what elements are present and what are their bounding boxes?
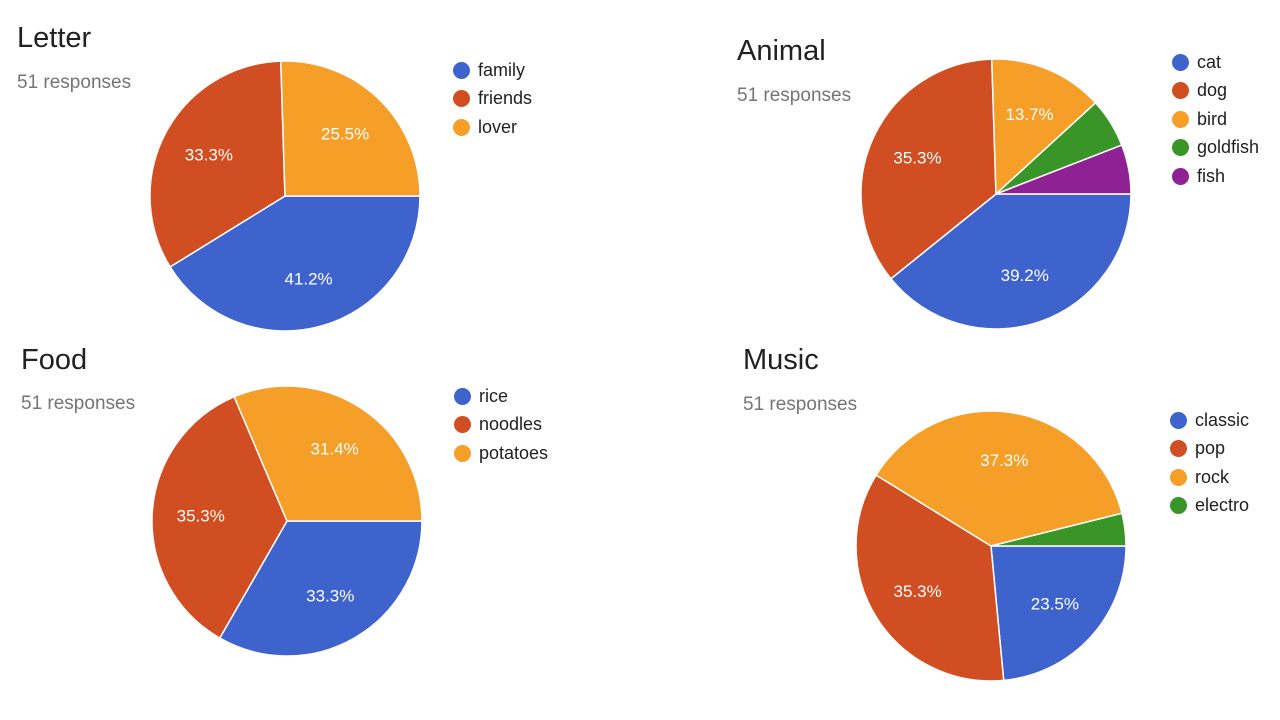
legend-swatch [1170,468,1187,486]
slice-label-lover: 25.5% [321,124,369,143]
chart-title: Food [21,344,88,376]
legend-swatch [1172,167,1189,185]
chart-legend: rice noodles potatoes [454,382,548,468]
pie-slice-dog [860,58,997,280]
legend-item-pop: pop [1170,435,1249,464]
legend-item-goldfish: goldfish [1172,134,1259,163]
legend-swatch [453,61,470,79]
pie-slice-family [169,195,421,332]
pie-slice-rock [875,410,1123,547]
legend-label: goldfish [1197,137,1260,158]
slice-label-bird: 13.7% [1005,105,1053,124]
legend-swatch [454,387,471,405]
pie-slice-potatoes [233,385,423,522]
legend-item-noodles: noodles [454,411,548,440]
legend-swatch [1170,411,1187,429]
legend-label: potatoes [479,442,549,463]
legend-swatch [1170,497,1187,515]
legend-item-lover: lover [453,113,532,142]
legend-label: family [478,59,526,80]
legend-item-fish: fish [1172,162,1259,191]
slice-label-potatoes: 31.4% [311,439,359,458]
legend-swatch [1172,53,1189,71]
legend-label: cat [1197,51,1222,72]
response-count: 51 responses [743,394,858,415]
legend-label: rice [479,385,509,406]
legend-item-cat: cat [1172,48,1259,77]
legend-label: bird [1197,108,1228,129]
pie-chart: 23.5% 35.3% 37.3% [855,410,1127,682]
chart-legend: family friends lover [453,56,532,142]
chart-legend: cat dog bird goldfish fish [1172,48,1259,191]
response-count: 51 responses [21,393,136,414]
legend-swatch [454,416,471,434]
legend-swatch [453,118,470,136]
legend-label: pop [1195,438,1226,459]
legend-label: friends [478,88,533,109]
pie-chart: 41.2% 33.3% 25.5% [149,60,421,332]
legend-label: electro [1195,495,1250,516]
legend-item-family: family [453,56,532,85]
legend-swatch [1170,440,1187,458]
legend-item-friends: friends [453,85,532,114]
legend-label: classic [1195,409,1250,430]
chart-panel-food: Food 51 responses 33.3% 35.3% 31.4% rice no… [0,346,640,720]
pie-slice-friends [149,60,286,268]
pie-slice-pop [855,474,1005,682]
chart-panel-letter: Letter 51 responses 41.2% 33.3% 25.5% fami… [0,0,640,360]
legend-item-bird: bird [1172,105,1259,134]
pie-slice-rice [218,520,423,657]
chart-legend: classic pop rock electro [1170,406,1249,520]
slice-label-dog: 35.3% [893,148,941,167]
pie-slice-classic [990,545,1127,682]
chart-title: Letter [17,22,92,54]
slice-label-classic: 23.5% [1031,595,1079,614]
legend-item-rice: rice [454,382,548,411]
slice-label-pop: 35.3% [894,582,942,601]
pie-chart: 33.3% 35.3% 31.4% [151,385,423,657]
pie-slice-fish [995,144,1132,195]
legend-label: dog [1197,80,1228,101]
pie-slice-bird [990,58,1097,196]
slice-label-family: 41.2% [284,270,332,289]
slice-label-cat: 39.2% [1001,266,1049,285]
legend-label: noodles [479,414,543,435]
legend-item-classic: classic [1170,406,1249,435]
response-count: 51 responses [737,85,852,106]
slice-label-noodles: 35.3% [177,506,225,525]
legend-swatch [1172,82,1189,100]
chart-panel-animal: Animal 51 responses 39.2% 35.3% 13.7% cat d… [640,0,1280,360]
legend-swatch [1172,110,1189,128]
legend-swatch [1172,139,1189,157]
legend-swatch [454,444,471,462]
pie-slice-cat [889,193,1132,330]
legend-item-rock: rock [1170,463,1249,492]
legend-item-electro: electro [1170,492,1249,521]
pie-chart: 39.2% 35.3% 13.7% [860,58,1132,330]
legend-item-dog: dog [1172,77,1259,106]
legend-label: rock [1195,466,1230,487]
slice-label-friends: 33.3% [185,146,233,165]
legend-label: fish [1197,165,1226,186]
slice-label-rice: 33.3% [306,586,354,605]
pie-slice-electro [990,512,1127,547]
legend-item-potatoes: potatoes [454,439,548,468]
pie-slice-lover [279,60,421,197]
response-count: 51 responses [17,72,132,93]
chart-title: Music [743,344,819,376]
legend-label: lover [478,116,518,137]
legend-swatch [453,90,470,108]
slice-label-rock: 37.3% [980,451,1028,470]
pie-slice-noodles [151,395,288,640]
chart-panel-music: Music 51 responses 23.5% 35.3% 37.3% class… [640,346,1280,720]
chart-title: Animal [737,35,826,67]
